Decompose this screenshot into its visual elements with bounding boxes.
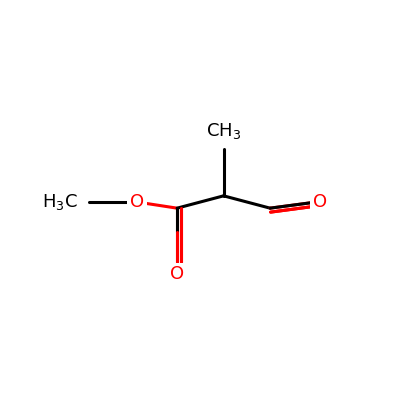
Text: O: O: [170, 265, 184, 283]
Text: O: O: [313, 193, 327, 211]
Text: $\mathregular{H_3C}$: $\mathregular{H_3C}$: [42, 192, 78, 212]
Text: O: O: [130, 193, 144, 211]
Text: $\mathregular{CH_3}$: $\mathregular{CH_3}$: [206, 121, 241, 141]
